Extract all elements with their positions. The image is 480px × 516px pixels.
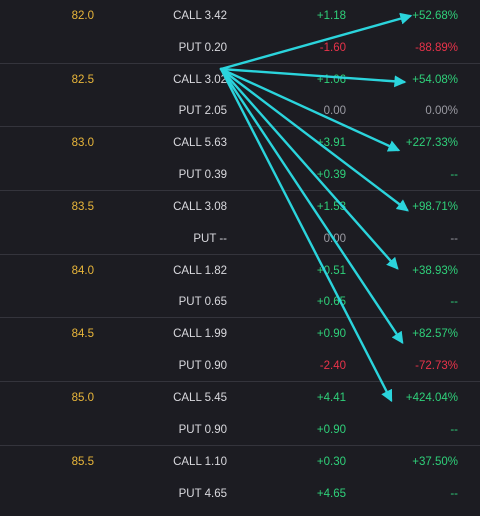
call-contract: CALL 1.82 [173, 264, 227, 277]
strike-group: 84.5 CALL 1.99 +0.90 +82.57% PUT 0.90 -2… [0, 318, 480, 383]
put-row[interactable]: PUT 0.65 +0.65 -- [0, 287, 480, 319]
call-row[interactable]: 84.0 CALL 1.82 +0.51 +38.93% [0, 255, 480, 287]
put-row[interactable]: PUT 2.05 0.00 0.00% [0, 95, 480, 127]
put-row[interactable]: PUT 0.90 +0.90 -- [0, 414, 480, 446]
put-change-percent: -72.73% [415, 360, 458, 373]
strike-group: 84.0 CALL 1.82 +0.51 +38.93% PUT 0.65 +0… [0, 255, 480, 319]
put-contract: PUT 0.90 [178, 423, 227, 436]
strike-price: 82.0 [71, 9, 94, 22]
strike-group: 85.0 CALL 5.45 +4.41 +424.04% PUT 0.90 +… [0, 382, 480, 446]
put-change-percent: -- [450, 232, 458, 245]
call-contract: CALL 3.02 [173, 73, 227, 86]
call-change-percent: +82.57% [412, 328, 458, 341]
call-row[interactable]: 85.0 CALL 5.45 +4.41 +424.04% [0, 382, 480, 414]
call-change: +1.18 [316, 9, 346, 22]
put-change: +0.90 [316, 423, 346, 436]
put-row[interactable]: PUT 0.20 -1.60 -88.89% [0, 32, 480, 64]
put-change-percent: -- [450, 296, 458, 309]
call-change-percent: +54.08% [412, 73, 458, 86]
call-contract: CALL 5.63 [173, 137, 227, 150]
put-change-percent: -- [450, 487, 458, 500]
put-change-percent: -88.89% [415, 41, 458, 54]
call-change: +1.53 [316, 200, 346, 213]
call-row[interactable]: 83.0 CALL 5.63 +3.91 +227.33% [0, 127, 480, 159]
call-contract: CALL 1.99 [173, 328, 227, 341]
call-change-percent: +52.68% [412, 9, 458, 22]
call-row[interactable]: 82.0 CALL 3.42 +1.18 +52.68% [0, 0, 480, 32]
put-change: 0.00 [323, 232, 346, 245]
call-row[interactable]: 82.5 CALL 3.02 +1.06 +54.08% [0, 64, 480, 96]
put-row[interactable]: PUT 4.65 +4.65 -- [0, 478, 480, 510]
put-contract: PUT 0.65 [178, 296, 227, 309]
strike-price: 82.5 [71, 73, 94, 86]
put-change: +0.65 [316, 296, 346, 309]
put-contract: PUT 0.90 [178, 360, 227, 373]
put-contract: PUT 2.05 [178, 105, 227, 118]
call-change-percent: +227.33% [405, 137, 458, 150]
call-change-percent: +98.71% [412, 200, 458, 213]
strike-group: 82.5 CALL 3.02 +1.06 +54.08% PUT 2.05 0.… [0, 64, 480, 128]
put-change: 0.00 [323, 105, 346, 118]
strike-price: 83.5 [71, 200, 94, 213]
put-contract: PUT -- [193, 232, 227, 245]
call-change-percent: +38.93% [412, 264, 458, 277]
put-row[interactable]: PUT 0.39 +0.39 -- [0, 159, 480, 191]
put-contract: PUT 0.39 [178, 169, 227, 182]
put-change: +0.39 [316, 169, 346, 182]
put-contract: PUT 0.20 [178, 41, 227, 54]
call-change: +0.51 [316, 264, 346, 277]
call-contract: CALL 1.10 [173, 455, 227, 468]
strike-price: 85.5 [71, 455, 94, 468]
strike-price: 84.0 [71, 264, 94, 277]
strike-price: 84.5 [71, 328, 94, 341]
put-change: -1.60 [319, 41, 346, 54]
strike-group: 82.0 CALL 3.42 +1.18 +52.68% PUT 0.20 -1… [0, 0, 480, 64]
put-change: -2.40 [319, 360, 346, 373]
call-change: +1.06 [316, 73, 346, 86]
strike-price: 85.0 [71, 392, 94, 405]
put-change-percent: -- [450, 423, 458, 436]
strike-group: 85.5 CALL 1.10 +0.30 +37.50% PUT 4.65 +4… [0, 446, 480, 510]
put-change: +4.65 [316, 487, 346, 500]
call-change-percent: +424.04% [405, 392, 458, 405]
call-row[interactable]: 85.5 CALL 1.10 +0.30 +37.50% [0, 446, 480, 478]
strike-group: 83.5 CALL 3.08 +1.53 +98.71% PUT -- 0.00… [0, 191, 480, 255]
strike-group: 83.0 CALL 5.63 +3.91 +227.33% PUT 0.39 +… [0, 127, 480, 192]
call-contract: CALL 3.42 [173, 9, 227, 22]
put-change-percent: 0.00% [425, 105, 458, 118]
call-change: +0.90 [316, 328, 346, 341]
strike-price: 83.0 [71, 137, 94, 150]
put-row[interactable]: PUT 0.90 -2.40 -72.73% [0, 350, 480, 382]
call-row[interactable]: 84.5 CALL 1.99 +0.90 +82.57% [0, 318, 480, 350]
put-change-percent: -- [450, 169, 458, 182]
put-row[interactable]: PUT -- 0.00 -- [0, 223, 480, 255]
call-contract: CALL 5.45 [173, 392, 227, 405]
call-change: +4.41 [316, 392, 346, 405]
call-row[interactable]: 83.5 CALL 3.08 +1.53 +98.71% [0, 191, 480, 223]
call-change: +3.91 [316, 137, 346, 150]
call-change: +0.30 [316, 455, 346, 468]
call-contract: CALL 3.08 [173, 200, 227, 213]
put-contract: PUT 4.65 [178, 487, 227, 500]
call-change-percent: +37.50% [412, 455, 458, 468]
